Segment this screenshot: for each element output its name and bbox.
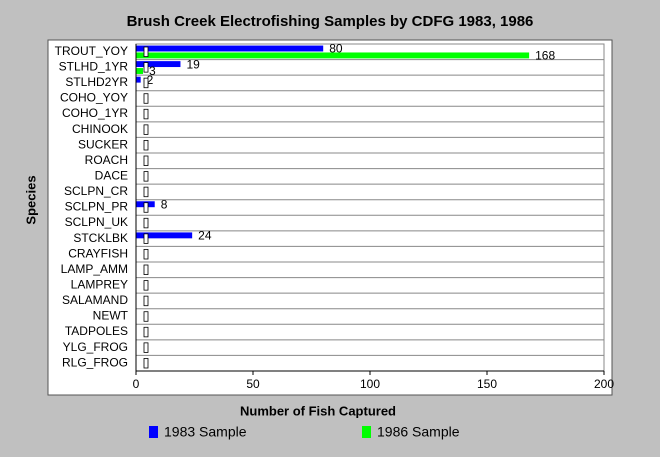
zero-label-box xyxy=(143,280,149,291)
value-label: 168 xyxy=(535,49,555,63)
value-label: 24 xyxy=(198,229,212,243)
y-tick-label: CRAYFISH xyxy=(68,246,128,260)
y-tick-label: LAMPREY xyxy=(71,278,128,292)
legend-swatch xyxy=(362,426,371,438)
value-label: 2 xyxy=(147,73,154,87)
x-axis-label: Number of Fish Captured xyxy=(240,403,396,418)
y-tick-label: COHO_1YR xyxy=(62,106,128,120)
zero-label-box xyxy=(143,46,149,57)
x-tick-label: 150 xyxy=(477,377,497,391)
y-tick-label: COHO_YOY xyxy=(60,91,128,105)
zero-label-box xyxy=(143,171,149,182)
zero-label-box xyxy=(143,217,149,229)
y-tick-label: NEWT xyxy=(93,309,129,323)
zero-label-box xyxy=(143,264,149,275)
zero-label-box xyxy=(143,311,149,322)
zero-label-box xyxy=(143,155,149,166)
y-tick-label: TROUT_YOY xyxy=(55,44,128,58)
zero-label-box xyxy=(143,233,149,244)
bar xyxy=(136,52,530,59)
legend-label: 1983 Sample xyxy=(164,424,247,440)
y-tick-label: STLHD2YR xyxy=(65,75,128,89)
zero-label-box xyxy=(143,249,149,260)
zero-label-box xyxy=(143,202,149,213)
value-label: 80 xyxy=(329,42,343,56)
y-tick-label: SUCKER xyxy=(78,137,128,151)
zero-label-box xyxy=(143,295,149,307)
y-tick-label: CHINOOK xyxy=(72,122,128,136)
y-axis-label: Species xyxy=(23,175,38,224)
bar xyxy=(136,76,141,83)
zero-label-box xyxy=(143,108,149,120)
y-tick-label: ROACH xyxy=(85,153,128,167)
x-tick-label: 50 xyxy=(246,377,260,391)
y-tick-label: STLHD_1YR xyxy=(59,60,129,74)
plot-background xyxy=(47,39,613,396)
zero-label-box xyxy=(143,358,149,369)
bar xyxy=(136,61,181,68)
value-label: 3 xyxy=(149,64,156,78)
y-tick-label: DACE xyxy=(95,169,128,183)
y-tick-label: SCLPN_UK xyxy=(65,215,128,229)
x-tick-label: 100 xyxy=(360,377,380,391)
zero-label-box xyxy=(143,140,149,151)
y-tick-label: STCKLBK xyxy=(73,231,128,245)
y-tick-label: SCLPN_PR xyxy=(65,200,129,214)
zero-label-box xyxy=(143,62,149,73)
x-tick-label: 0 xyxy=(133,377,140,391)
value-label: 19 xyxy=(186,57,200,71)
y-tick-label: TADPOLES xyxy=(65,324,128,338)
zero-label-box xyxy=(143,326,149,338)
y-tick-label: LAMP_AMM xyxy=(61,262,128,276)
x-tick-label: 200 xyxy=(594,377,614,391)
bar xyxy=(136,232,193,239)
zero-label-box xyxy=(143,342,149,353)
y-tick-label: YLG_FROG xyxy=(63,340,128,354)
y-tick-label: SALAMAND xyxy=(62,293,128,307)
zero-label-box xyxy=(143,124,149,135)
zero-label-box xyxy=(143,77,149,89)
chart-title: Brush Creek Electrofishing Samples by CD… xyxy=(127,13,534,30)
legend-label: 1986 Sample xyxy=(377,424,460,440)
bar xyxy=(136,68,144,74)
zero-label-box xyxy=(143,186,149,198)
bar xyxy=(136,45,324,52)
value-label: 8 xyxy=(161,197,168,211)
legend-swatch xyxy=(149,426,158,438)
y-tick-label: SCLPN_CR xyxy=(64,184,128,198)
zero-label-box xyxy=(143,93,149,104)
y-tick-label: RLG_FROG xyxy=(62,355,128,369)
